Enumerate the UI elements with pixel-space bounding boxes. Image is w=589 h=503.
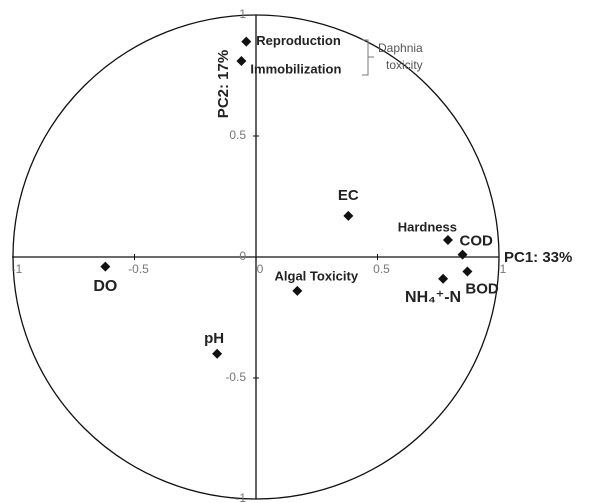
x-tick-label: -1 [12,262,23,276]
point-label: Immobilization [250,61,341,76]
point [462,266,473,277]
bracket [362,39,374,76]
x-tick-label: 1 [500,262,507,276]
point [438,273,449,284]
point [457,249,468,260]
point-label: Hardness [398,219,457,234]
point [236,55,247,66]
y-tick-label: -0.5 [225,370,246,384]
y-axis-label: PC2: 17% [215,50,232,118]
point [343,210,354,221]
y-tick-label: 0 [239,249,246,263]
x-tick-label: 0 [257,262,264,276]
point [100,261,111,272]
point [442,235,453,246]
x-tick-label: 0.5 [373,262,390,276]
point [292,285,303,296]
y-tick-label: 1 [239,7,246,21]
x-tick-label: -0.5 [128,262,149,276]
point-label: BOD [465,280,499,297]
point-label: EC [338,187,359,204]
point [241,36,252,47]
y-tick-label: -1 [235,491,246,503]
annotation: toxicity [386,58,423,72]
point [212,348,223,359]
point-label: COD [460,233,494,250]
point-label: Algal Toxicity [275,268,359,283]
x-axis-label: PC1: 33% [504,249,572,266]
annotation: Daphnia [378,41,423,55]
point-label: DO [93,278,117,295]
point-label: NH₄⁺-N [405,289,461,306]
y-tick-label: 0.5 [229,128,246,142]
point-label: Reproduction [256,33,341,48]
point-label: pH [204,330,224,347]
